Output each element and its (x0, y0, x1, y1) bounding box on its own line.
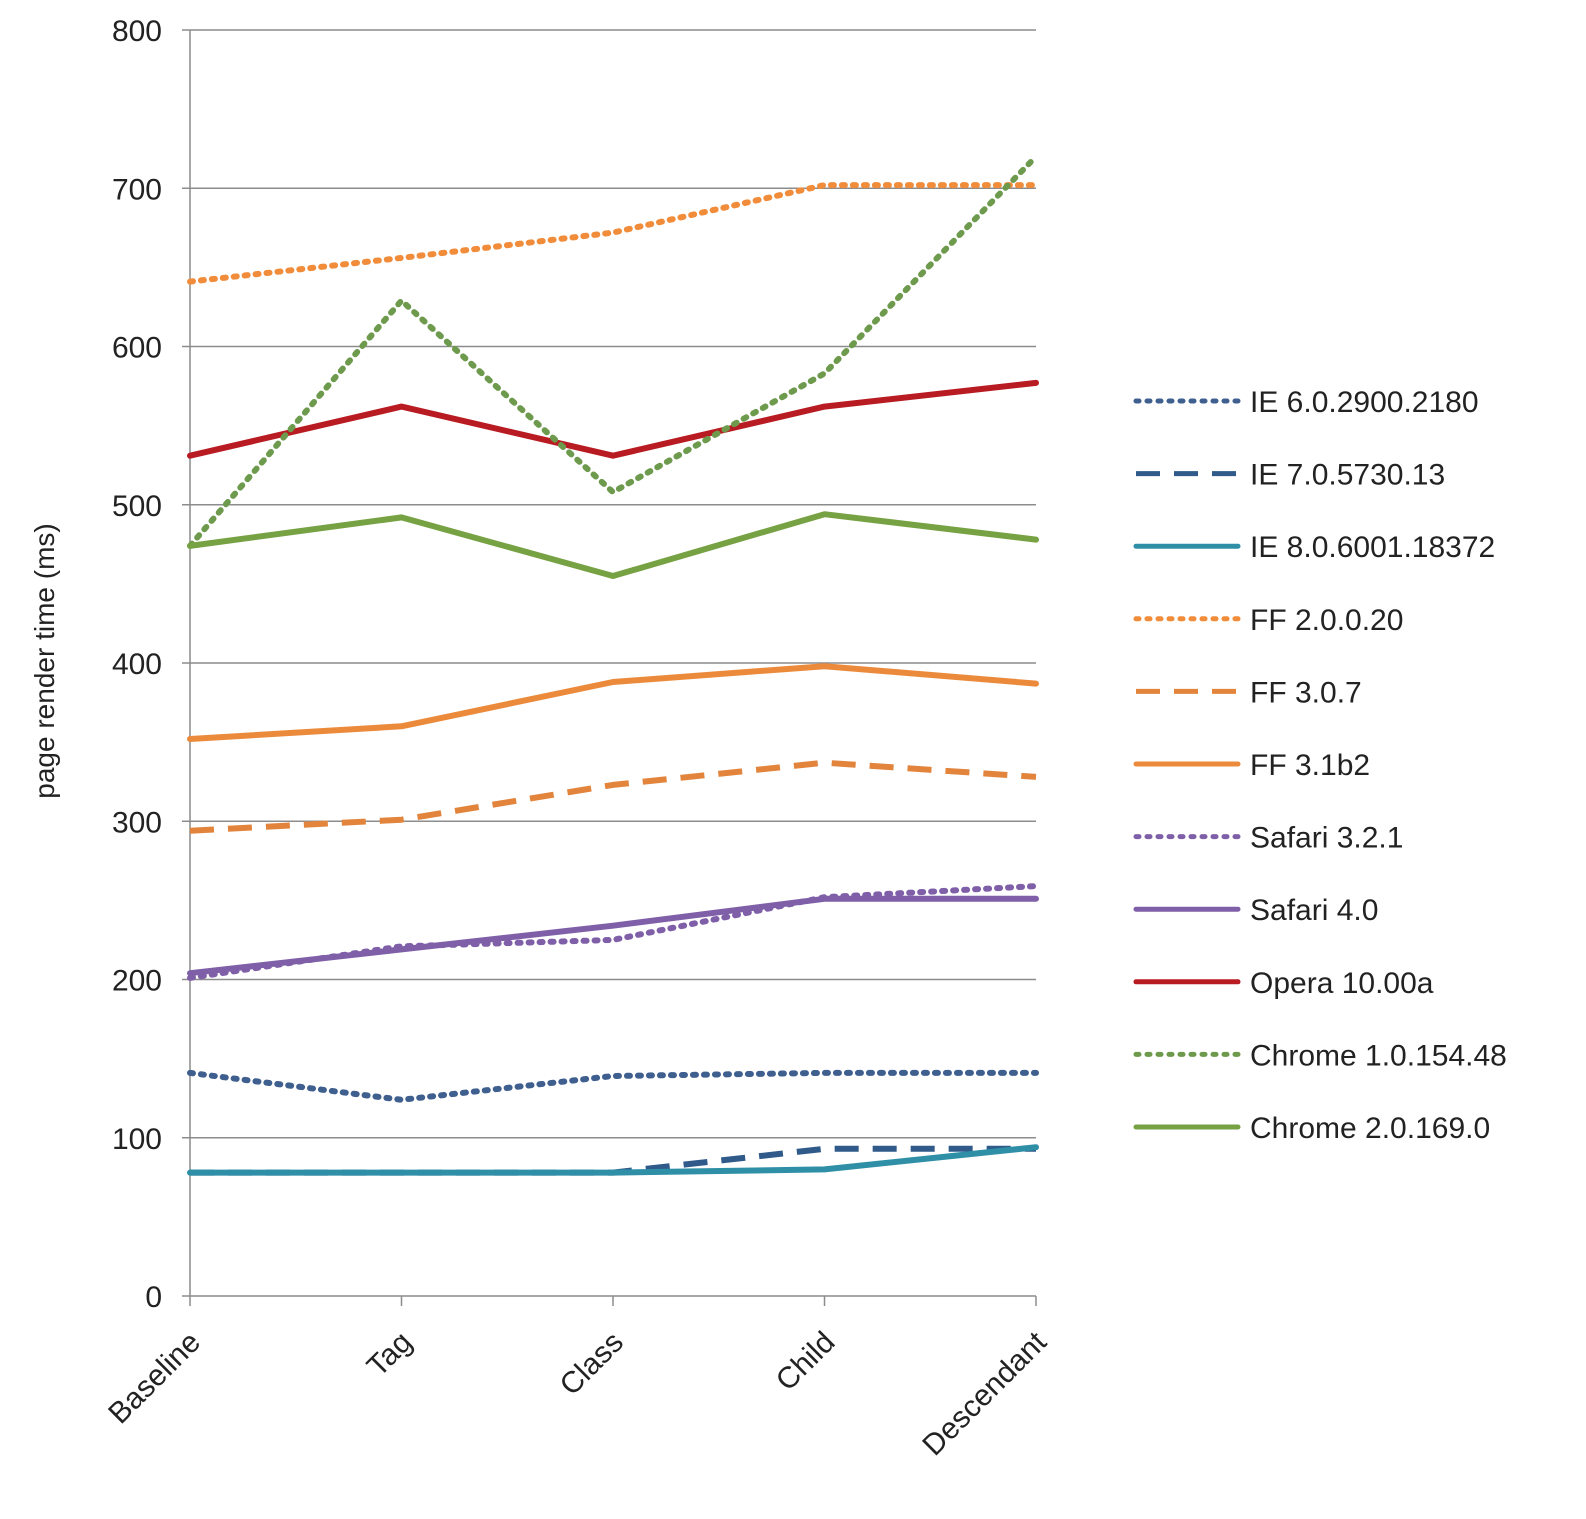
legend-label: Safari 3.2.1 (1250, 822, 1403, 855)
x-tick-label: Tag (361, 1326, 419, 1384)
legend-label: FF 3.0.7 (1250, 676, 1362, 709)
y-tick-label: 200 (112, 965, 162, 998)
legend-label: IE 8.0.6001.18372 (1250, 531, 1495, 564)
series-line (187, 1069, 1039, 1103)
series-line (187, 895, 1039, 977)
legend-label: IE 6.0.2900.2180 (1250, 386, 1479, 419)
legend-label: IE 7.0.5730.13 (1250, 459, 1445, 492)
legend-label: Chrome 2.0.169.0 (1250, 1112, 1490, 1145)
gridlines (189, 29, 1036, 1297)
series-line (187, 511, 1039, 579)
legend-label: FF 3.1b2 (1250, 749, 1370, 782)
legend-label: FF 2.0.0.20 (1250, 604, 1403, 637)
legend: IE 6.0.2900.2180 IE 7.0.5730.13 IE 8.0.600… (1133, 386, 1507, 1145)
y-tick-label: 400 (112, 648, 162, 681)
series-line (187, 182, 1039, 285)
x-axis-ticks: Baseline Tag Class Child Descendant (102, 1296, 1053, 1462)
y-tick-label: 300 (112, 806, 162, 839)
series-line (187, 153, 1039, 549)
y-axis-title: page render time (ms) (29, 523, 60, 798)
series-line (187, 379, 1039, 459)
y-tick-label: 800 (112, 15, 162, 48)
y-tick-label: 700 (112, 173, 162, 206)
x-tick-label: Child (770, 1326, 842, 1398)
y-tick-label: 500 (112, 490, 162, 523)
legend-label: Chrome 1.0.154.48 (1250, 1039, 1507, 1072)
y-tick-label: 600 (112, 332, 162, 365)
y-axis-ticks: 0 100 200 300 400 500 600 700 800 (112, 15, 190, 1314)
series-lines (187, 153, 1039, 1176)
legend-label: Opera 10.00a (1250, 967, 1434, 1000)
legend-label: Safari 4.0 (1250, 894, 1378, 927)
y-tick-label: 100 (112, 1123, 162, 1156)
x-tick-label: Baseline (102, 1326, 207, 1431)
series-line (187, 1144, 1039, 1176)
series-line (189, 759, 1037, 834)
x-tick-label: Class (554, 1326, 630, 1402)
series-line (187, 663, 1039, 742)
x-tick-label: Descendant (916, 1325, 1053, 1462)
y-tick-label: 0 (145, 1281, 162, 1314)
